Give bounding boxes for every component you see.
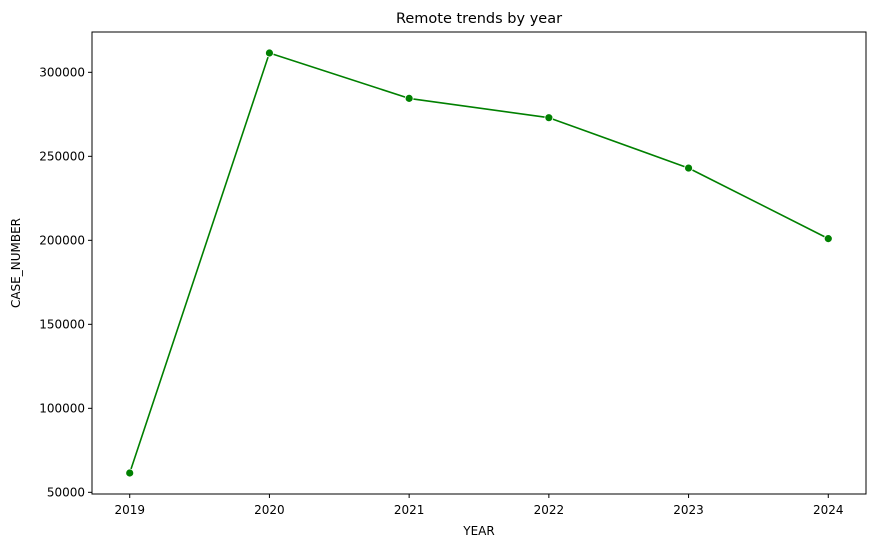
y-tick-label: 150000 — [39, 317, 85, 331]
chart-title: Remote trends by year — [396, 11, 562, 27]
x-axis-label: YEAR — [462, 524, 494, 538]
y-tick-label: 250000 — [39, 149, 85, 163]
data-point — [823, 234, 833, 244]
data-point — [544, 113, 554, 123]
y-tick-label: 200000 — [39, 233, 85, 247]
data-point — [125, 468, 135, 478]
y-tick-label: 100000 — [39, 401, 85, 415]
x-tick-label: 2021 — [394, 503, 425, 517]
plot-frame — [91, 31, 867, 495]
series-group — [125, 48, 833, 478]
y-axis-label: CASE_NUMBER — [9, 218, 23, 308]
x-tick-label: 2024 — [813, 503, 844, 517]
y-tick-label: 50000 — [47, 485, 85, 499]
x-tick-label: 2019 — [114, 503, 145, 517]
x-tick-label: 2023 — [673, 503, 704, 517]
x-axis-ticks: 2019 2020 2021 2022 2023 2024 — [114, 494, 844, 517]
y-axis-ticks: 50000 100000 150000 200000 250000 300000 — [39, 65, 92, 499]
x-tick-label: 2020 — [254, 503, 285, 517]
data-point — [684, 163, 693, 173]
data-point — [404, 93, 414, 103]
x-tick-label: 2022 — [534, 503, 565, 517]
y-tick-label: 300000 — [39, 65, 85, 79]
data-point — [265, 48, 274, 58]
series-line — [128, 52, 829, 474]
